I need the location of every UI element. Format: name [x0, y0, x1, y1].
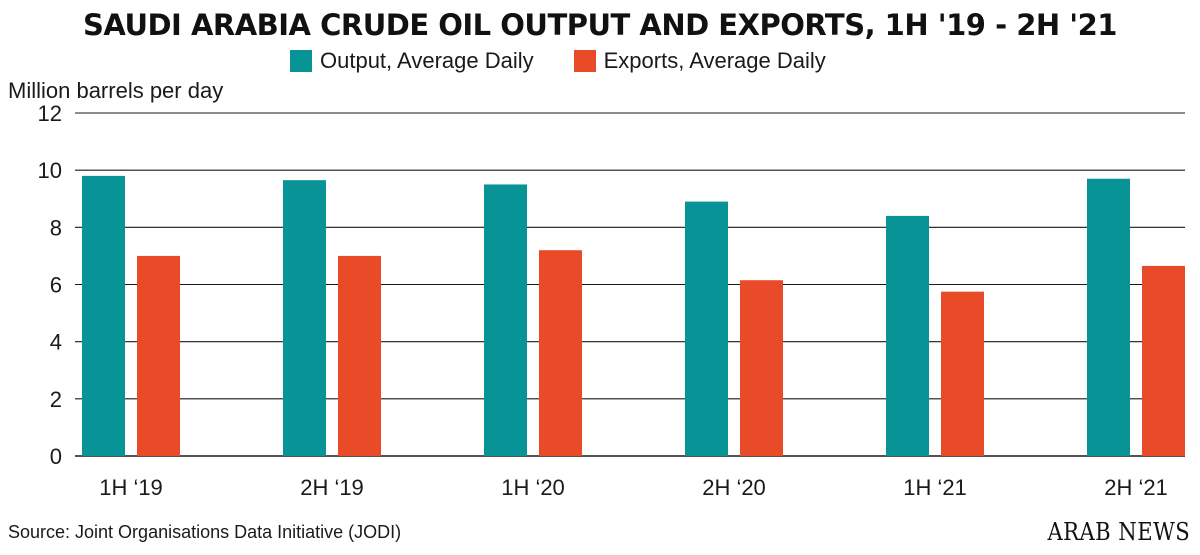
legend-label-output: Output, Average Daily — [320, 48, 534, 73]
y-tick-labels: 0 2 4 6 8 10 12 — [38, 101, 62, 469]
bar-exports-4 — [941, 291, 984, 456]
x-tick-label: 1H ‘19 — [99, 475, 163, 500]
x-tick-labels: 1H ‘19 2H ‘19 1H ‘20 2H ‘20 1H ‘21 2H ‘21 — [99, 475, 1168, 500]
x-tick-label: 2H ‘20 — [702, 475, 766, 500]
x-tick-label: 1H ‘20 — [501, 475, 565, 500]
y-tick-label: 6 — [50, 273, 62, 298]
x-tick-label: 2H ‘21 — [1104, 475, 1168, 500]
source-note: Source: Joint Organisations Data Initiat… — [8, 522, 402, 542]
bars — [82, 175, 1185, 457]
x-tick-label: 1H ‘21 — [903, 475, 967, 500]
y-axis-label: Million barrels per day — [8, 78, 224, 103]
bar-exports-2 — [539, 250, 582, 456]
bar-output-5 — [1087, 178, 1130, 456]
legend-swatch-output — [290, 50, 312, 72]
bar-exports-1 — [338, 255, 381, 456]
y-tick-label: 8 — [50, 215, 62, 240]
x-tick-label: 2H ‘19 — [300, 475, 364, 500]
y-tick-label: 12 — [38, 101, 62, 126]
arab-news-logo: ARAB NEWS — [1047, 518, 1190, 546]
chart-title: SAUDI ARABIA CRUDE OIL OUTPUT AND EXPORT… — [83, 8, 1117, 42]
y-tick-label: 0 — [50, 444, 62, 469]
legend-item-exports: Exports, Average Daily — [573, 48, 826, 74]
bar-output-4 — [886, 215, 929, 456]
bar-exports-3 — [740, 280, 783, 456]
legend-swatch-exports — [573, 50, 596, 72]
bar-exports-5 — [1142, 265, 1185, 456]
bar-exports-0 — [137, 255, 180, 456]
bar-output-0 — [82, 175, 125, 456]
legend-item-output: Output, Average Daily — [290, 48, 534, 74]
gridlines — [75, 112, 1185, 457]
legend: Output, Average Daily Exports, Average D… — [290, 48, 866, 74]
legend-label-exports: Exports, Average Daily — [603, 48, 826, 73]
bar-output-2 — [484, 184, 527, 457]
y-tick-label: 4 — [50, 330, 62, 355]
bar-output-3 — [685, 201, 728, 456]
bar-output-1 — [283, 180, 326, 456]
y-tick-label: 10 — [38, 158, 62, 183]
y-tick-label: 2 — [50, 387, 62, 412]
